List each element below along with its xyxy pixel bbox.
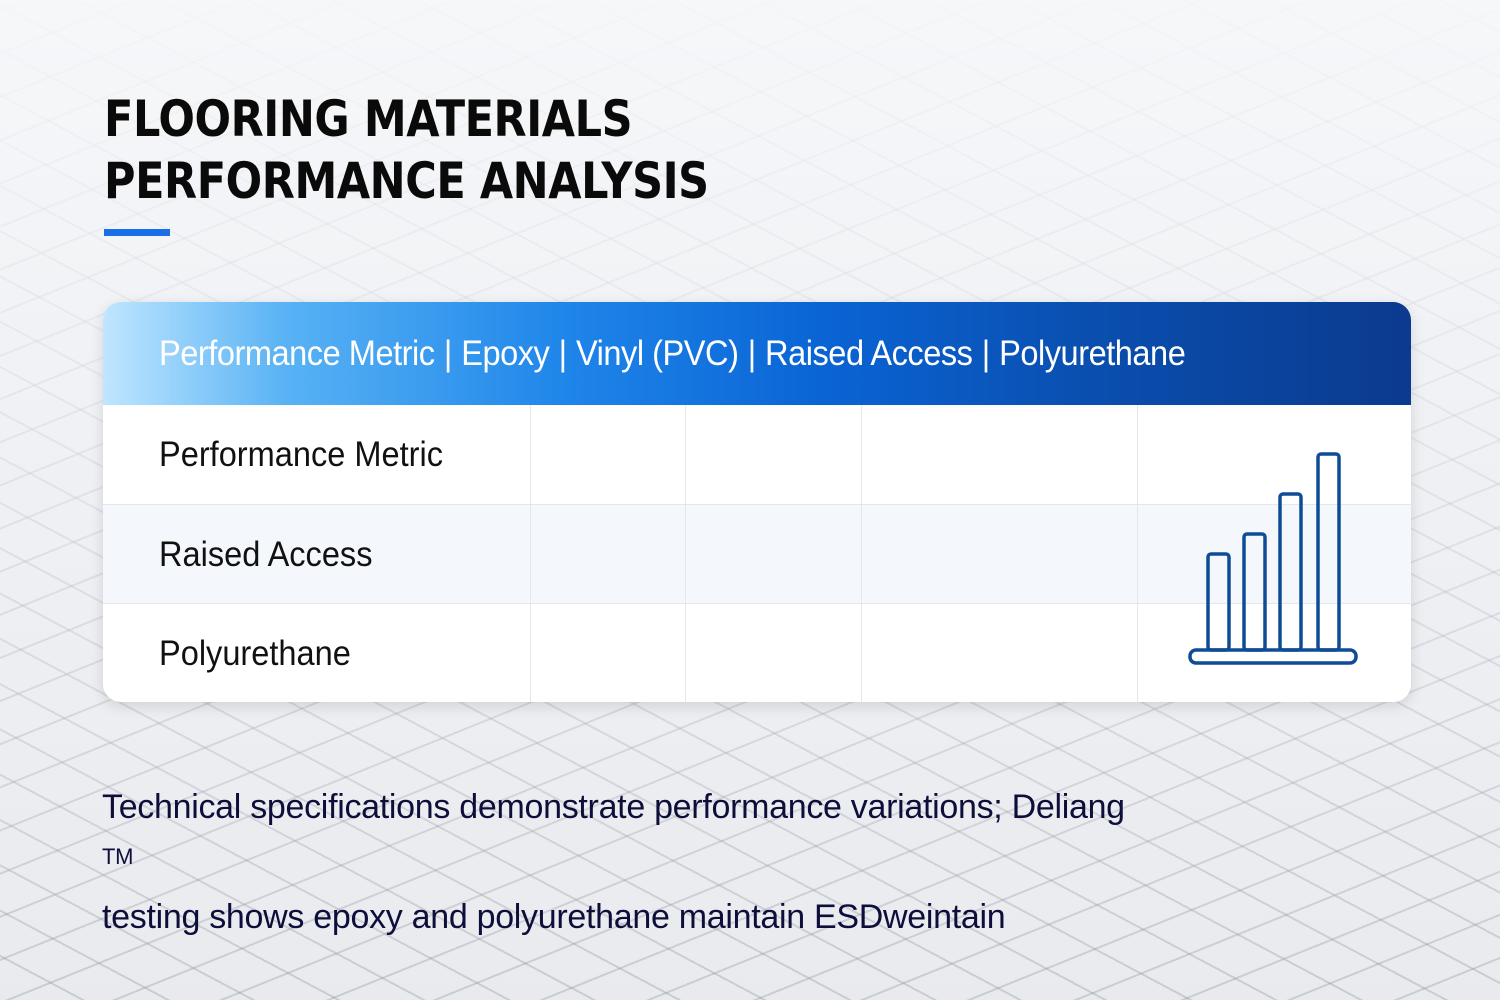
summary-line-1: Technical specifications demonstrate per… — [102, 782, 1422, 892]
table-cell-epoxy — [530, 405, 685, 504]
header-col-epoxy: Epoxy — [461, 333, 550, 373]
page-title: FLOORING MATERIALS PERFORMANCE ANALYSIS — [104, 88, 709, 212]
column-divider — [530, 405, 531, 702]
table-body: Performance Metric Raised Access Polyure… — [103, 405, 1411, 702]
column-divider — [861, 405, 862, 702]
header-separator: | — [443, 333, 452, 373]
table-cell-vinyl — [685, 405, 861, 504]
table-row: Raised Access — [103, 504, 1411, 604]
header-col-polyurethane: Polyurethane — [999, 333, 1186, 373]
page-title-line-2: PERFORMANCE ANALYSIS — [104, 152, 709, 210]
table-cell-epoxy — [530, 604, 685, 702]
row-label: Performance Metric — [159, 435, 443, 474]
table-header-text: Performance Metric | Epoxy | Vinyl (PVC) | Rai… — [159, 333, 1186, 374]
trademark-symbol: TM — [102, 844, 134, 869]
summary-text: Technical specifications demonstrate per… — [102, 782, 1422, 942]
table-cell-vinyl — [685, 604, 861, 702]
header-separator: | — [558, 333, 567, 373]
header-col-metric: Performance Metric — [159, 333, 435, 373]
table-cell-raised-access — [861, 405, 1137, 504]
header-col-vinyl: Vinyl (PVC) — [575, 333, 739, 373]
row-label: Raised Access — [159, 535, 373, 574]
bar-chart-icon — [1188, 452, 1358, 665]
table-row: Performance Metric — [103, 405, 1411, 504]
header-col-raised-access: Raised Access — [765, 333, 973, 373]
header-separator: | — [747, 333, 756, 373]
summary-line-2: testing shows epoxy and polyurethane mai… — [102, 898, 1006, 936]
table-header-row: Performance Metric | Epoxy | Vinyl (PVC) | Rai… — [103, 302, 1411, 405]
comparison-table-card: Performance Metric | Epoxy | Vinyl (PVC) | Rai… — [103, 302, 1411, 702]
header-separator: | — [981, 333, 990, 373]
table-cell-epoxy — [530, 505, 685, 604]
column-divider — [685, 405, 686, 702]
row-label: Polyurethane — [159, 634, 351, 673]
page-title-line-1: FLOORING MATERIALS — [104, 90, 633, 148]
column-divider — [1137, 405, 1138, 702]
table-cell-raised-access — [861, 505, 1137, 604]
table-cell-vinyl — [685, 505, 861, 604]
summary-line-1-text: Technical specifications demonstrate per… — [102, 788, 1125, 826]
title-accent-bar — [104, 229, 170, 236]
table-cell-raised-access — [861, 604, 1137, 702]
